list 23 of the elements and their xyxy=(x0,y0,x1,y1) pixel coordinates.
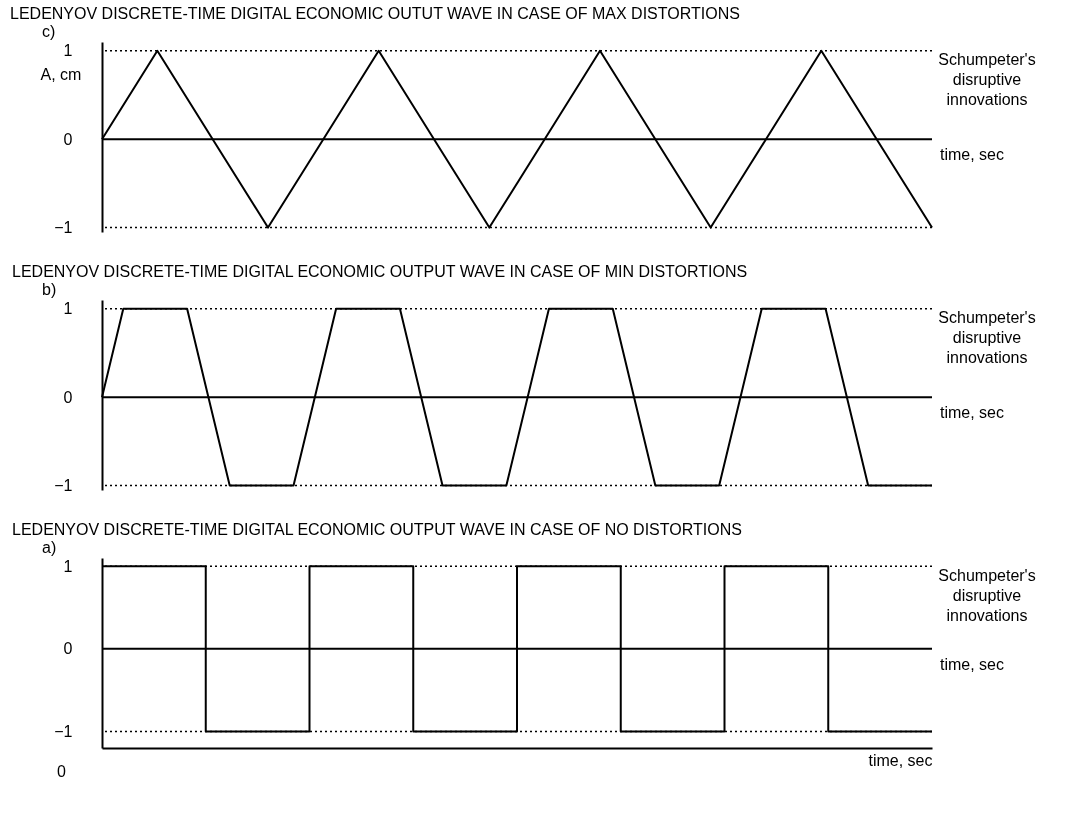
text: Schumpeter's disruptive innovations xyxy=(938,51,1036,108)
y-tick-label: −1 xyxy=(54,219,73,237)
text: Schumpeter's disruptive innovations xyxy=(938,567,1036,624)
text: b) xyxy=(42,281,57,298)
chart-title: LEDENYOV DISCRETE-TIME DIGITAL ECONOMIC OUTUT WAVE IN CASE OF MAX DISTORTIONS xyxy=(10,5,740,22)
y-tick-label: −1 xyxy=(54,722,73,740)
ref-line-label: time, sec xyxy=(940,655,1005,673)
y-axis-title: A, cm xyxy=(40,65,82,83)
text: c) xyxy=(42,23,56,40)
ref-line-label: time, sec xyxy=(940,146,1005,164)
y-tick-label: 0 xyxy=(63,388,73,406)
y-tick-label: 0 xyxy=(63,130,73,148)
y-tick-label: 0 xyxy=(63,640,73,658)
chart-title: LEDENYOV DISCRETE-TIME DIGITAL ECONOMIC OUTPUT WAVE IN CASE OF MIN DISTORTIONS xyxy=(12,263,748,280)
text: Schumpeter's disruptive innovations xyxy=(938,309,1036,366)
ref-line-label: time, sec xyxy=(940,404,1005,422)
y-tick-label: 1 xyxy=(63,42,73,60)
y-tick-label: −1 xyxy=(54,477,73,495)
x-axis-title: time, sec xyxy=(868,751,933,769)
chart-title: LEDENYOV DISCRETE-TIME DIGITAL ECONOMIC OUTPUT WAVE IN CASE OF NO DISTORTIONS xyxy=(12,521,742,538)
y-tick-label: 1 xyxy=(63,557,73,575)
y-tick-label: 1 xyxy=(63,300,73,318)
text: a) xyxy=(42,539,57,556)
